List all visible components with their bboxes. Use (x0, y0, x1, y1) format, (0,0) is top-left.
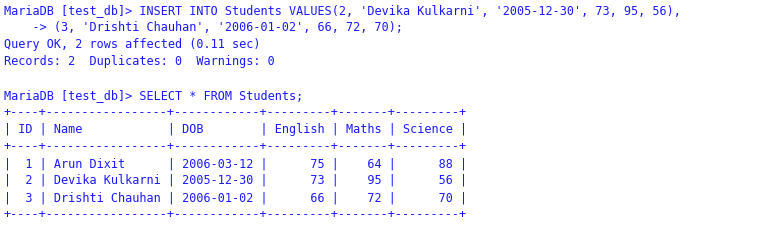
Text: MariaDB [test_db]> SELECT * FROM Students;: MariaDB [test_db]> SELECT * FROM Student… (4, 89, 303, 102)
Text: +----+-----------------+------------+---------+-------+---------+: +----+-----------------+------------+---… (4, 140, 467, 153)
Text: +----+-----------------+------------+---------+-------+---------+: +----+-----------------+------------+---… (4, 106, 467, 119)
Text: Query OK, 2 rows affected (0.11 sec): Query OK, 2 rows affected (0.11 sec) (4, 38, 260, 51)
Text: | ID | Name            | DOB        | English | Maths | Science |: | ID | Name | DOB | English | Maths | Sc… (4, 123, 467, 136)
Text: |  3 | Drishti Chauhan | 2006-01-02 |      66 |    72 |      70 |: | 3 | Drishti Chauhan | 2006-01-02 | 66 … (4, 191, 467, 204)
Text: +----+-----------------+------------+---------+-------+---------+: +----+-----------------+------------+---… (4, 208, 467, 221)
Text: |  1 | Arun Dixit      | 2006-03-12 |      75 |    64 |      88 |: | 1 | Arun Dixit | 2006-03-12 | 75 | 64 … (4, 157, 467, 170)
Text: Records: 2  Duplicates: 0  Warnings: 0: Records: 2 Duplicates: 0 Warnings: 0 (4, 55, 275, 68)
Text: -> (3, 'Drishti Chauhan', '2006-01-02', 66, 72, 70);: -> (3, 'Drishti Chauhan', '2006-01-02', … (4, 21, 403, 34)
Text: MariaDB [test_db]> INSERT INTO Students VALUES(2, 'Devika Kulkarni', '2005-12-30: MariaDB [test_db]> INSERT INTO Students … (4, 4, 680, 17)
Text: |  2 | Devika Kulkarni | 2005-12-30 |      73 |    95 |      56 |: | 2 | Devika Kulkarni | 2005-12-30 | 73 … (4, 174, 467, 187)
